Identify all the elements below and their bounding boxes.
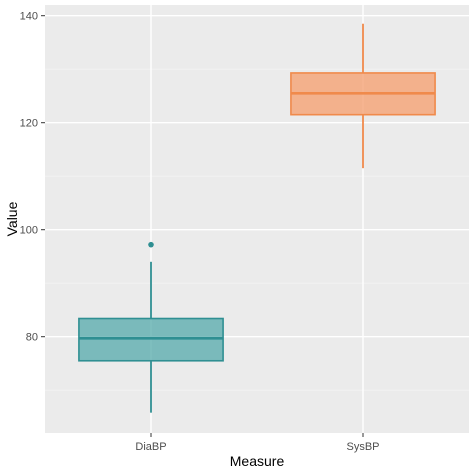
y-tick-label: 120 <box>20 118 38 130</box>
iqr-box <box>78 317 224 362</box>
x-axis: DiaBP SysBP <box>135 433 380 453</box>
box-diabp <box>78 241 224 413</box>
y-tick-label: 100 <box>20 225 38 237</box>
y-axis-title: Value <box>4 201 20 236</box>
y-tick-label: 140 <box>20 11 38 23</box>
y-axis: 80 100 120 140 <box>20 11 45 344</box>
box-sysbp <box>290 23 436 169</box>
y-tick-label: 80 <box>26 332 38 344</box>
boxes-layer <box>78 23 436 413</box>
minor-grid <box>45 68 469 391</box>
x-tick-label: DiaBP <box>135 441 166 453</box>
x-axis-title: Measure <box>230 453 285 469</box>
outlier-point <box>148 241 154 248</box>
x-tick-label: SysBP <box>346 441 379 453</box>
